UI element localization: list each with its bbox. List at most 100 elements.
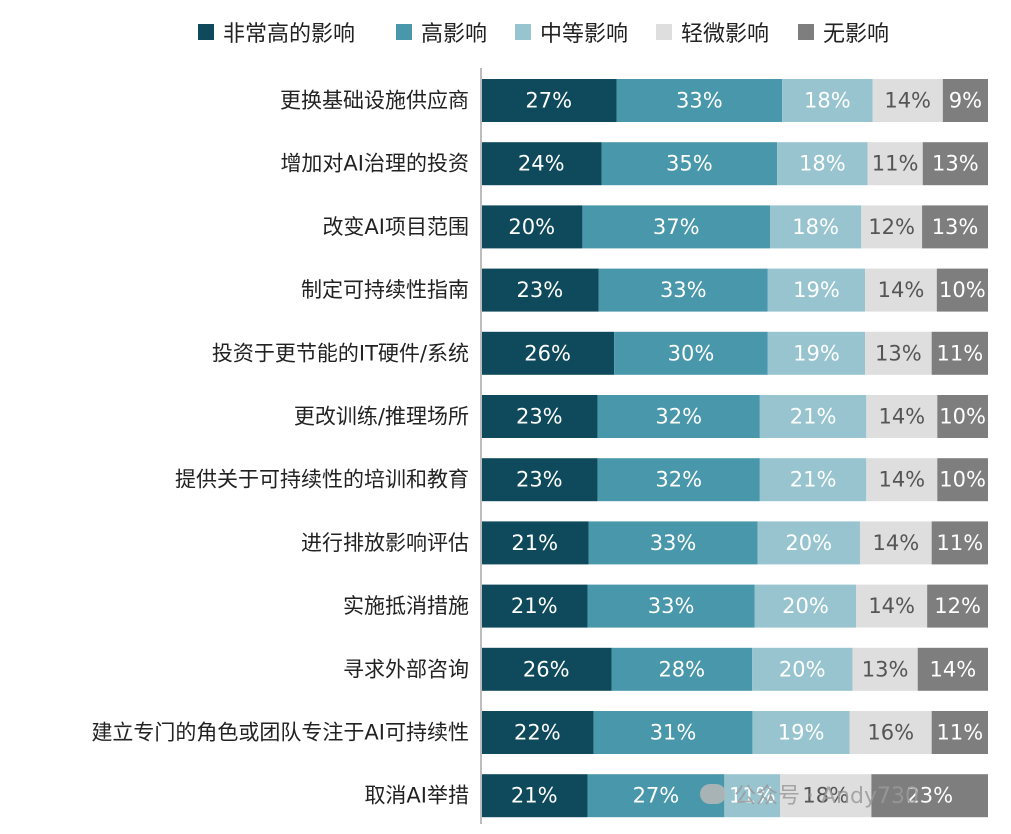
data-label: 10% — [939, 468, 986, 492]
data-label: 20% — [785, 531, 832, 555]
bar-segment — [601, 142, 778, 186]
data-label: 26% — [523, 657, 570, 681]
bar-segment — [757, 521, 860, 565]
watermark-text: 公众号 · Andy730 — [734, 784, 919, 809]
bar-segment — [767, 268, 866, 312]
bar-segment — [481, 205, 583, 249]
bar-segment — [872, 79, 943, 122]
bar-segment — [922, 142, 988, 186]
data-label: 20% — [779, 657, 826, 681]
bar-segment — [752, 711, 850, 754]
data-label: 24% — [518, 152, 565, 176]
data-label: 9% — [949, 89, 982, 113]
legend-swatch — [198, 24, 214, 40]
wechat-icon — [700, 784, 726, 804]
bar-segment — [481, 458, 598, 502]
data-label: 14% — [930, 657, 977, 681]
bar-segment — [936, 268, 988, 312]
bar-segment — [759, 395, 867, 438]
bar-segment — [481, 521, 589, 565]
bar-segment — [927, 584, 988, 628]
data-label: 21% — [511, 784, 558, 808]
data-label: 13% — [932, 152, 979, 176]
data-label: 23% — [517, 278, 564, 302]
legend-swatch — [656, 24, 672, 40]
bar-segment — [937, 395, 988, 438]
data-label: 18% — [802, 784, 849, 808]
legend-swatch — [515, 24, 531, 40]
data-label: 14% — [878, 278, 925, 302]
bar-segment — [481, 711, 594, 754]
bar-segment — [598, 268, 768, 312]
bar-segment — [866, 458, 938, 502]
bar-segment — [481, 774, 588, 818]
legend-item: 轻微影响 — [656, 14, 769, 50]
bar-segment — [759, 458, 867, 502]
data-label: 27% — [525, 89, 572, 113]
bar-segment — [782, 79, 873, 122]
data-label: 19% — [793, 341, 840, 365]
data-label: 19% — [793, 278, 840, 302]
bar-segment — [587, 584, 755, 628]
bar-segment — [922, 205, 988, 249]
data-label: 14% — [878, 405, 925, 429]
bar-segment — [777, 142, 868, 186]
data-label: 18% — [799, 152, 846, 176]
data-label: 31% — [650, 721, 697, 745]
data-label: 11% — [729, 784, 776, 808]
data-label: 13% — [862, 657, 909, 681]
data-label: 18% — [792, 215, 839, 239]
bar-segment — [865, 331, 932, 375]
bar-segment — [871, 774, 988, 818]
data-label: 33% — [648, 594, 695, 618]
bar-segment — [582, 205, 770, 249]
data-label: 27% — [633, 784, 680, 808]
category-label: 更换基础设施供应商 — [280, 89, 469, 113]
bar-segment — [593, 711, 753, 754]
data-label: 21% — [790, 405, 837, 429]
data-label: 11% — [936, 531, 983, 555]
bar-segment — [481, 647, 612, 691]
legend-label: 非常高的影响 — [223, 22, 356, 47]
watermark: 公众号 · Andy730 — [700, 778, 919, 810]
bar-segment — [942, 79, 988, 122]
data-label: 14% — [868, 594, 915, 618]
data-label: 32% — [655, 468, 702, 492]
data-label: 11% — [936, 341, 983, 365]
bar-segment — [861, 205, 923, 249]
data-label: 14% — [884, 89, 931, 113]
bar-segment — [614, 331, 768, 375]
data-label: 37% — [653, 215, 700, 239]
data-label: 20% — [782, 594, 829, 618]
data-label: 12% — [868, 215, 915, 239]
bar-segment — [867, 142, 923, 186]
data-label: 19% — [778, 721, 825, 745]
data-label: 21% — [790, 468, 837, 492]
bar-segment — [481, 142, 602, 186]
legend-label: 无影响 — [823, 22, 890, 47]
legend-item: 中等影响 — [515, 14, 628, 50]
category-label: 寻求外部咨询 — [343, 657, 469, 681]
data-label: 18% — [804, 89, 851, 113]
bar-segment — [931, 711, 988, 754]
category-label: 制定可持续性指南 — [301, 278, 469, 302]
category-label: 增加对AI治理的投资 — [280, 152, 469, 176]
bar-segment — [481, 395, 598, 438]
bar-segment — [616, 79, 783, 122]
data-label: 14% — [878, 468, 925, 492]
bar-segment — [859, 521, 932, 565]
category-label: 提供关于可持续性的培训和教育 — [175, 468, 469, 492]
data-label: 22% — [514, 721, 561, 745]
data-label: 10% — [939, 405, 986, 429]
data-label: 23% — [516, 405, 563, 429]
legend-label: 高影响 — [421, 22, 488, 47]
data-label: 11% — [872, 152, 919, 176]
bar-segment — [481, 79, 617, 122]
bar-segment — [588, 521, 758, 565]
legend-label: 轻微影响 — [681, 22, 770, 47]
bar-segment — [481, 268, 599, 312]
data-label: 11% — [936, 721, 983, 745]
category-label: 进行排放影响评估 — [301, 531, 469, 555]
data-label: 14% — [872, 531, 919, 555]
bar-segment — [849, 711, 932, 754]
